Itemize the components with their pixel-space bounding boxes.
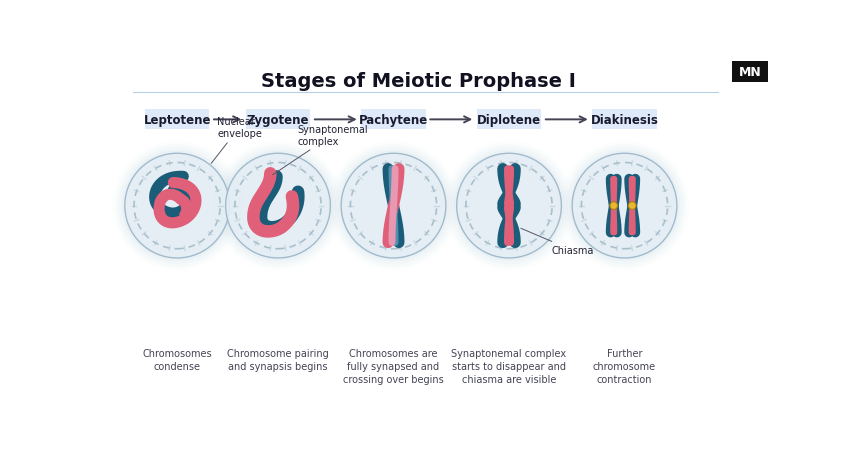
FancyBboxPatch shape <box>245 110 310 130</box>
Circle shape <box>572 154 677 258</box>
Text: Zygotene: Zygotene <box>247 113 309 126</box>
Text: Stages of Meiotic Prophase I: Stages of Meiotic Prophase I <box>261 72 575 91</box>
Text: Pachytene: Pachytene <box>359 113 429 126</box>
Text: Synaptonemal complex
starts to disappear and
chiasma are visible: Synaptonemal complex starts to disappear… <box>452 348 567 385</box>
Circle shape <box>213 142 343 271</box>
Circle shape <box>332 144 455 268</box>
Circle shape <box>610 202 618 210</box>
Text: Nuclear
envelope: Nuclear envelope <box>211 117 262 164</box>
FancyBboxPatch shape <box>733 62 768 83</box>
Circle shape <box>457 154 562 258</box>
Circle shape <box>112 142 242 271</box>
Circle shape <box>216 144 340 268</box>
FancyBboxPatch shape <box>477 110 542 130</box>
Circle shape <box>450 148 568 264</box>
Circle shape <box>628 202 636 210</box>
Text: Diakinesis: Diakinesis <box>591 113 658 126</box>
FancyBboxPatch shape <box>145 110 209 130</box>
Circle shape <box>226 154 330 258</box>
Circle shape <box>566 148 683 264</box>
Circle shape <box>457 154 562 258</box>
Text: Chromosomes
condense: Chromosomes condense <box>143 348 212 371</box>
Circle shape <box>223 151 334 262</box>
Text: MN: MN <box>739 66 761 79</box>
Text: Chiasma: Chiasma <box>521 229 594 256</box>
Circle shape <box>569 151 680 262</box>
Circle shape <box>448 144 570 268</box>
Text: Leptotene: Leptotene <box>143 113 211 126</box>
Circle shape <box>124 154 230 258</box>
Circle shape <box>335 148 452 264</box>
Circle shape <box>454 151 564 262</box>
Circle shape <box>341 154 446 258</box>
Circle shape <box>124 154 230 258</box>
Circle shape <box>116 144 238 268</box>
Circle shape <box>118 148 236 264</box>
Circle shape <box>444 142 574 271</box>
Circle shape <box>122 151 232 262</box>
Text: Chromosomes are
fully synapsed and
crossing over begins: Chromosomes are fully synapsed and cross… <box>343 348 444 385</box>
Circle shape <box>338 151 449 262</box>
Text: Diplotene: Diplotene <box>477 113 541 126</box>
Circle shape <box>226 154 330 258</box>
Circle shape <box>560 142 689 271</box>
FancyBboxPatch shape <box>592 110 657 130</box>
Text: Further
chromosome
contraction: Further chromosome contraction <box>593 348 656 385</box>
Circle shape <box>563 144 686 268</box>
Text: Synaptonemal
complex: Synaptonemal complex <box>273 125 368 175</box>
Circle shape <box>572 154 677 258</box>
Circle shape <box>341 154 446 258</box>
Circle shape <box>329 142 458 271</box>
FancyBboxPatch shape <box>361 110 426 130</box>
Text: Chromosome pairing
and synapsis begins: Chromosome pairing and synapsis begins <box>227 348 329 371</box>
Circle shape <box>219 148 337 264</box>
